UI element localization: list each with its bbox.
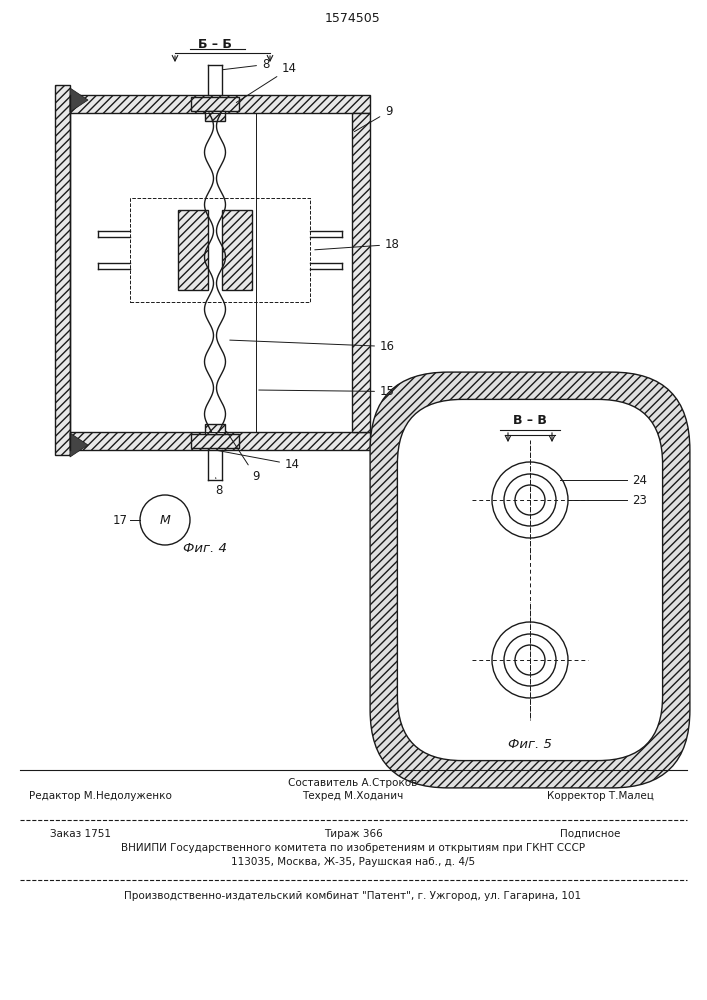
- Text: 8: 8: [223, 58, 269, 71]
- Bar: [191, 97, 239, 111]
- Text: Корректор Т.Малец: Корректор Т.Малец: [547, 791, 653, 801]
- Text: Подписное: Подписное: [560, 829, 620, 839]
- Bar: [222, 210, 252, 290]
- Bar: [178, 210, 208, 290]
- Bar: [205, 424, 225, 434]
- Text: Производственно-издательский комбинат "Патент", г. Ужгород, ул. Гагарина, 101: Производственно-издательский комбинат "П…: [124, 891, 582, 901]
- Bar: [55, 85, 70, 455]
- Text: 14: 14: [218, 451, 300, 471]
- Text: Заказ 1751: Заказ 1751: [49, 829, 110, 839]
- Text: В – В: В – В: [513, 414, 547, 426]
- Text: 17: 17: [113, 514, 128, 526]
- Text: Тираж 366: Тираж 366: [324, 829, 382, 839]
- Bar: [70, 432, 370, 450]
- Text: Редактор М.Недолуженко: Редактор М.Недолуженко: [28, 791, 171, 801]
- Text: 23: 23: [632, 493, 647, 506]
- Text: 9: 9: [226, 431, 259, 483]
- Text: 1574505: 1574505: [325, 11, 381, 24]
- Text: Б – Б: Б – Б: [198, 37, 232, 50]
- Text: 8: 8: [215, 478, 223, 497]
- Polygon shape: [70, 433, 88, 457]
- Text: 18: 18: [315, 238, 400, 251]
- Text: 24: 24: [632, 474, 647, 487]
- Text: Фиг. 4: Фиг. 4: [183, 542, 227, 554]
- Text: 9: 9: [354, 105, 392, 132]
- Bar: [70, 95, 370, 113]
- Text: 14: 14: [236, 62, 297, 103]
- Text: 16: 16: [230, 340, 395, 353]
- Text: 15: 15: [259, 385, 395, 398]
- Circle shape: [515, 645, 545, 675]
- Text: М: М: [160, 514, 170, 526]
- Text: Составитель А.Строков: Составитель А.Строков: [288, 778, 418, 788]
- Polygon shape: [70, 88, 88, 112]
- Text: 113035, Москва, Ж-35, Раушская наб., д. 4/5: 113035, Москва, Ж-35, Раушская наб., д. …: [231, 857, 475, 867]
- Text: Техред М.Ходанич: Техред М.Ходанич: [303, 791, 404, 801]
- Text: ВНИИПИ Государственного комитета по изобретениям и открытиям при ГКНТ СССР: ВНИИПИ Государственного комитета по изоб…: [121, 843, 585, 853]
- Text: Фиг. 5: Фиг. 5: [508, 738, 552, 752]
- Bar: [205, 111, 225, 121]
- Circle shape: [515, 485, 545, 515]
- Bar: [130, 198, 310, 302]
- FancyBboxPatch shape: [370, 372, 690, 788]
- FancyBboxPatch shape: [397, 399, 662, 761]
- Bar: [352, 113, 370, 432]
- Bar: [191, 434, 239, 448]
